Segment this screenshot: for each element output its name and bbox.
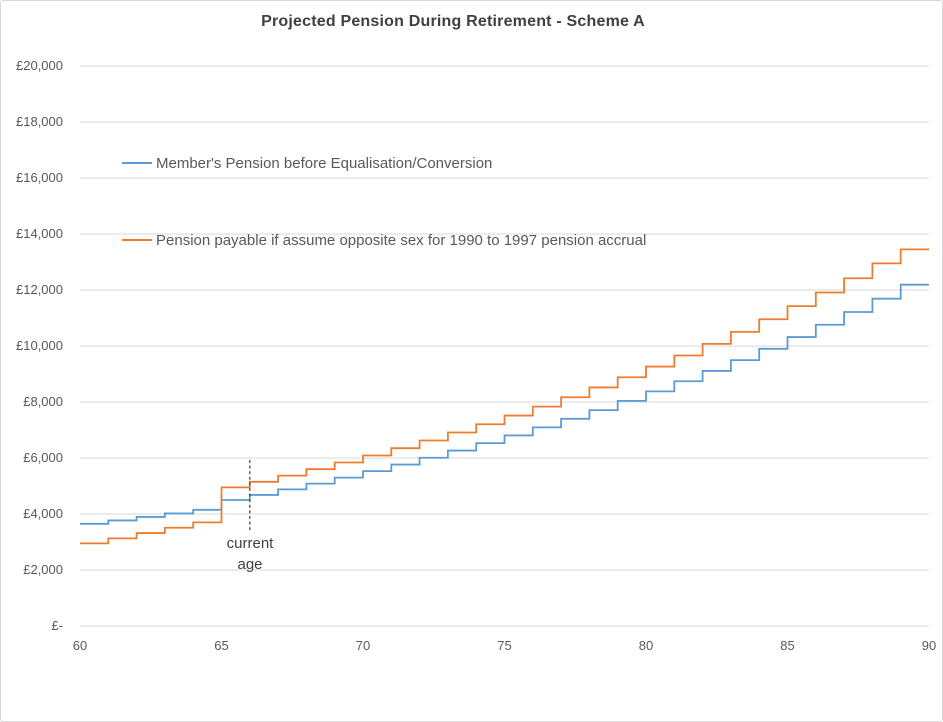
current-age-annotation: current age: [205, 533, 295, 575]
legend-item-member-pension: Member's Pension before Equalisation/Con…: [122, 154, 492, 172]
legend-label-opposite-sex-pension: Pension payable if assume opposite sex f…: [156, 231, 647, 249]
x-axis-tick-label: 60: [72, 638, 88, 653]
y-axis-tick-label: £12,000: [16, 282, 63, 297]
x-axis-tick-label: 80: [638, 638, 654, 653]
legend-line-orange-icon: [122, 239, 152, 241]
series-line-1: [80, 248, 929, 545]
y-axis-tick-label: £4,000: [23, 506, 63, 521]
y-axis-tick-label: £14,000: [16, 226, 63, 241]
y-axis-tick-label: £8,000: [23, 394, 63, 409]
x-axis-tick-label: 75: [497, 638, 512, 653]
legend-line-blue-icon: [122, 162, 152, 164]
series-line-0: [80, 283, 929, 525]
x-axis-tick-label: 65: [214, 638, 229, 653]
x-axis-tick-label: 90: [921, 638, 937, 653]
x-axis-tick-label: 85: [780, 638, 795, 653]
legend-label-member-pension: Member's Pension before Equalisation/Con…: [156, 154, 493, 172]
current-age-annotation-line1: current: [226, 535, 274, 552]
y-axis-tick-label: £10,000: [16, 338, 63, 353]
y-axis-tick-label: £18,000: [16, 114, 63, 129]
y-axis-tick-label: £-: [51, 618, 63, 633]
y-axis-tick-label: £2,000: [23, 562, 63, 577]
y-axis-tick-label: £20,000: [16, 58, 63, 73]
y-axis-tick-label: £16,000: [16, 170, 63, 185]
current-age-annotation-line2: age: [237, 556, 263, 573]
x-axis-tick-label: 70: [355, 638, 371, 653]
chart-title: Projected Pension During Retirement - Sc…: [261, 13, 645, 30]
legend-item-opposite-sex-pension: Pension payable if assume opposite sex f…: [122, 231, 646, 249]
y-axis-tick-label: £6,000: [23, 450, 63, 465]
